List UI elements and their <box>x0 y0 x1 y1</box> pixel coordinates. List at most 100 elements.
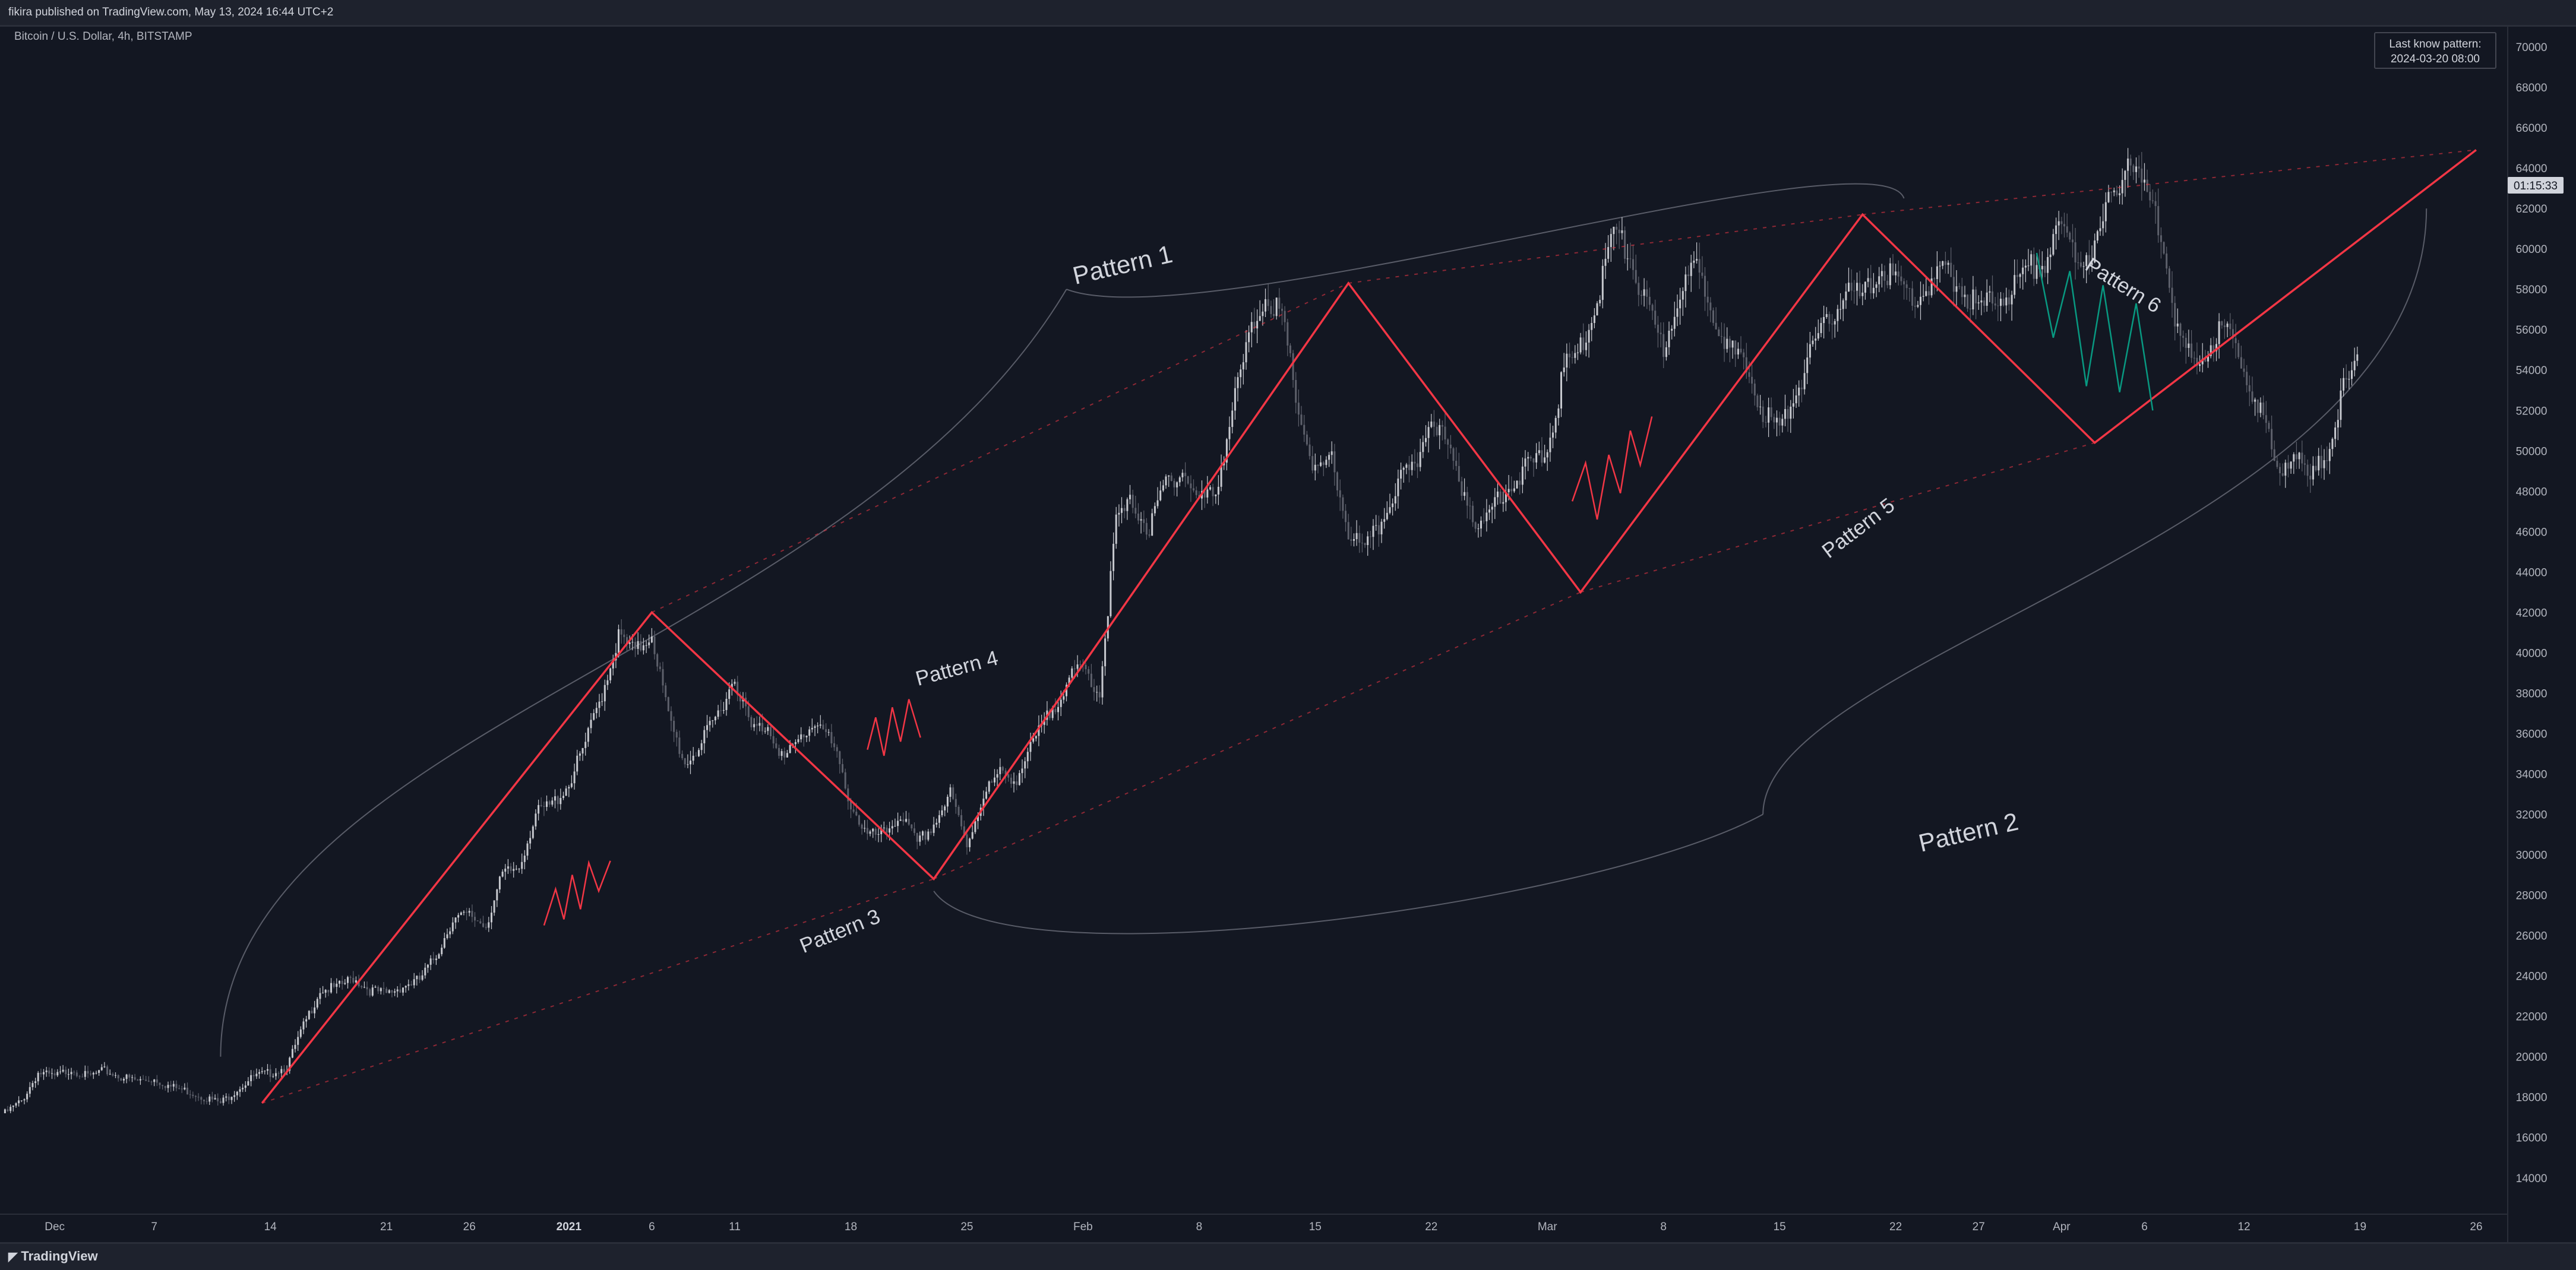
candle-body <box>26 1094 29 1100</box>
candle-body <box>587 728 589 742</box>
candle-body <box>40 1072 42 1075</box>
candle-body <box>866 828 868 834</box>
candle-body <box>330 983 332 993</box>
candle-body <box>842 764 843 772</box>
candle-body <box>1629 258 1632 259</box>
candle-body <box>1696 259 1698 261</box>
candle-body <box>1737 349 1739 354</box>
candle-body <box>1449 444 1452 448</box>
candle-body <box>1140 519 1142 521</box>
candle-body <box>944 806 946 810</box>
candle-body <box>2212 345 2215 351</box>
candle-body <box>34 1081 37 1084</box>
candle-body <box>1905 284 1908 289</box>
candle-body <box>463 911 465 913</box>
x-tick-label: 11 <box>729 1221 741 1233</box>
candle-body <box>681 753 684 758</box>
candle-body <box>698 750 700 756</box>
candle-body <box>1535 453 1538 463</box>
candle-body <box>1203 491 1206 498</box>
candle-body <box>1043 720 1045 725</box>
ratio-dashed-line <box>261 878 934 1104</box>
candle-body <box>214 1098 216 1100</box>
candle-body <box>277 1073 280 1074</box>
candle-body <box>612 660 614 669</box>
x-tick-label: 15 <box>1774 1221 1786 1233</box>
candle-body <box>532 826 534 838</box>
candle-body <box>1339 490 1341 498</box>
candle-body <box>2030 254 2033 266</box>
candle-body <box>2303 463 2306 465</box>
candle-body <box>1621 230 1623 233</box>
candle-body <box>2287 463 2289 469</box>
candle-body <box>153 1079 156 1082</box>
candle-body <box>772 736 775 744</box>
symbol-label: Bitcoin / U.S. Dollar, 4h, BITSTAMP <box>14 30 192 43</box>
candle-body <box>767 727 769 731</box>
candle-body <box>466 911 468 913</box>
candle-body <box>2271 429 2273 449</box>
candle-body <box>974 821 976 832</box>
candle-body <box>1098 692 1101 698</box>
candle-body <box>222 1097 225 1103</box>
x-tick-label: 14 <box>264 1221 277 1233</box>
candle-body <box>1908 288 1911 289</box>
candle-body <box>1225 439 1228 463</box>
candle-body <box>2312 465 2314 480</box>
y-tick-label: 70000 <box>2516 42 2547 54</box>
x-tick-label: 25 <box>960 1221 973 1233</box>
x-tick-label: 15 <box>1309 1221 1322 1233</box>
candle-body <box>2243 368 2245 372</box>
candle-body <box>45 1071 48 1072</box>
candle-body <box>421 975 423 980</box>
candle-body <box>938 815 940 823</box>
candle-body <box>565 788 567 796</box>
candle-body <box>1681 291 1684 300</box>
y-tick-label: 20000 <box>2516 1052 2547 1064</box>
candle-body <box>1389 507 1391 513</box>
candle-body <box>2293 454 2295 462</box>
candle-body <box>2196 357 2198 366</box>
pattern-brace <box>1066 183 1905 298</box>
candle-body <box>2055 225 2057 235</box>
candle-body <box>513 869 515 871</box>
candle-body <box>1126 499 1129 511</box>
candle-body <box>1809 344 1811 358</box>
candle-body <box>529 838 532 844</box>
candle-body <box>302 1021 305 1030</box>
y-tick-label: 62000 <box>2516 203 2547 216</box>
candle-body <box>886 827 888 833</box>
candle-body <box>333 983 335 987</box>
candle-body <box>1400 470 1402 479</box>
candle-body <box>1787 409 1789 419</box>
candle-body <box>1582 337 1585 350</box>
candle-body <box>2204 359 2207 362</box>
candle-body <box>2014 275 2016 295</box>
candle-body <box>103 1066 106 1068</box>
candle-body <box>576 755 579 772</box>
candle-body <box>1992 291 1993 304</box>
candle-body <box>1060 699 1062 707</box>
candle-body <box>1861 292 1864 296</box>
candle-body <box>1704 275 1706 297</box>
candle-body <box>2085 255 2088 267</box>
candle-body <box>731 683 733 690</box>
candle-body <box>396 989 399 992</box>
candle-body <box>949 787 952 797</box>
candle-body <box>523 856 526 862</box>
x-tick-label: 6 <box>649 1221 655 1233</box>
candle-body <box>1071 668 1073 678</box>
candle-body <box>1259 316 1261 321</box>
candle-body <box>916 832 918 842</box>
candle-body <box>1353 539 1355 541</box>
candle-body <box>1367 536 1369 545</box>
candle-body <box>1007 774 1010 778</box>
candle-body <box>568 787 570 788</box>
candle-body <box>844 772 846 788</box>
candle-body <box>145 1079 147 1081</box>
ratio-dashed-line <box>1580 442 2095 593</box>
candle-body <box>1828 314 1831 324</box>
candle-body <box>2132 165 2135 172</box>
candle-body <box>2276 461 2278 467</box>
